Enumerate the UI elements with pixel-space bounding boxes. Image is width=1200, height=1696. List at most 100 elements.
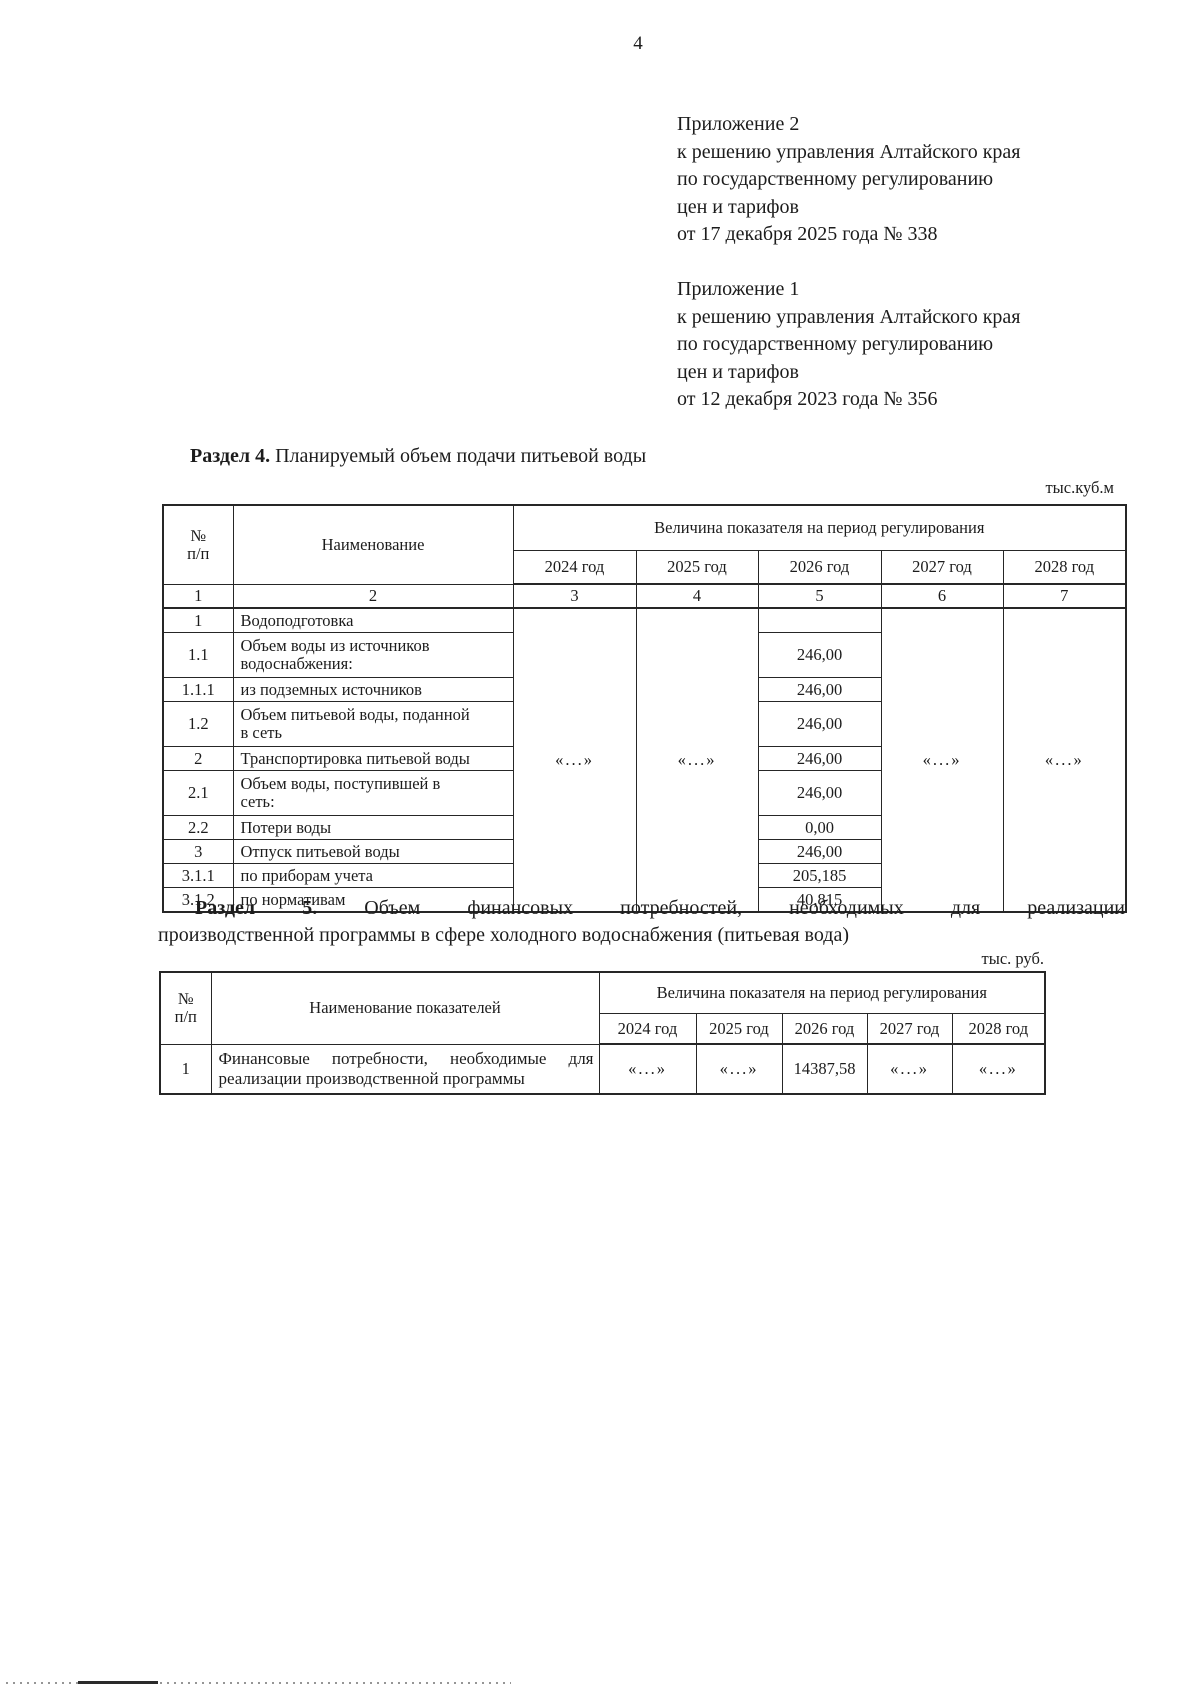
table-row: 2 Транспортировка питьевой воды 246,00 <box>162 746 1126 771</box>
table-row: 1.2 Объем питьевой воды, поданной в сеть… <box>162 701 1126 747</box>
row-name-line: Водоподготовка <box>240 610 354 630</box>
row-name-line: Транспортировка питьевой воды <box>240 748 470 768</box>
row-number-cell: 1 <box>162 607 234 633</box>
value-cell: 246,00 <box>757 677 882 702</box>
row-number-cell: 1.2 <box>162 701 234 747</box>
appendix-line: Приложение 1 <box>677 278 800 300</box>
value-cell: «...» <box>512 607 637 913</box>
value-cell: «...» <box>880 607 1004 913</box>
table-row: 3.1.1 по приборам учета 205,185 <box>162 863 1126 888</box>
row-name-line: Финансовые потребности, необходимые для <box>218 1048 594 1068</box>
row-name-cell: Отпуск питьевой воды <box>232 839 514 864</box>
table-row: 1.1 Объем воды из источников водоснабжен… <box>162 632 1126 678</box>
row-number-cell: 1.1.1 <box>162 677 234 702</box>
appendix-line: от 12 декабря 2023 года № 356 <box>677 388 938 410</box>
appendix-line: цен и тарифов <box>677 360 799 383</box>
section5-heading-line: Раздел 5. Объем финансовых потребностей,… <box>158 895 1125 922</box>
col-header-num: № п/п <box>162 504 234 585</box>
row-name-line: по приборам учета <box>240 865 374 885</box>
column-number: 4 <box>635 583 759 609</box>
year-header: 2024 год <box>598 1013 697 1045</box>
column-number: 3 <box>512 583 637 609</box>
col-header-num: № п/п <box>159 971 212 1045</box>
value-cell: 14387,58 <box>781 1043 868 1095</box>
row-name-line: водоснабжения: <box>240 654 353 673</box>
value-cell: «...» <box>866 1043 953 1095</box>
year-header: 2026 год <box>757 550 882 585</box>
row-name-cell: Потери воды <box>232 815 514 840</box>
row-name-cell: Объем воды, поступившей в сеть: <box>232 770 514 816</box>
row-name-cell: Объем воды из источников водоснабжения: <box>232 632 514 678</box>
section5-table: № п/п Наименование показателей Величина … <box>159 971 1047 1095</box>
column-number: 7 <box>1002 583 1127 609</box>
row-number-cell: 2.2 <box>162 815 234 840</box>
value-cell <box>757 607 882 633</box>
scan-artifact <box>6 1681 511 1684</box>
appendix-line: к решению управления Алтайского края <box>677 140 1021 163</box>
page-number: 4 <box>633 33 643 54</box>
row-name-line: Объем питьевой воды, поданной <box>240 705 470 724</box>
year-header: 2028 год <box>951 1013 1046 1045</box>
appendix-block-1: Приложение 1 к решению управления Алтайс… <box>677 276 1021 414</box>
section5-heading-text: Объем финансовых потребностей, необходим… <box>317 897 1126 919</box>
col-header-name: Наименование показателей <box>210 971 600 1045</box>
column-number: 6 <box>880 583 1004 609</box>
year-header: 2024 год <box>512 550 637 585</box>
section4-heading-text: Планируемый объем подачи питьевой воды <box>270 445 647 467</box>
table-row: 2.1 Объем воды, поступившей в сеть: 246,… <box>162 770 1126 816</box>
row-name-cell: Финансовые потребности, необходимые для … <box>210 1043 600 1095</box>
table-row: 1 Водоподготовка «...» «...» «...» «...» <box>162 607 1127 913</box>
value-cell: «...» <box>635 607 759 913</box>
row-name-cell: Транспортировка питьевой воды <box>232 746 514 771</box>
section5-heading: Раздел 5. Объем финансовых потребностей,… <box>158 895 1125 949</box>
row-number-cell: 2 <box>162 746 234 771</box>
row-name-line: сеть: <box>240 792 275 811</box>
row-name-line: Объем воды, поступившей в <box>240 774 441 793</box>
section5-heading-line: производственной программы в сфере холод… <box>158 924 849 946</box>
value-cell: 246,00 <box>757 701 882 747</box>
appendix-line: по государственному регулированию <box>677 333 994 355</box>
row-name-cell: из подземных источников <box>232 677 514 702</box>
row-number-cell: 3.1.1 <box>162 863 234 888</box>
row-name-line: в сеть <box>240 723 283 742</box>
section4-table: № п/п Наименование Величина показателя н… <box>162 504 1128 913</box>
value-cell: 205,185 <box>757 863 882 888</box>
value-cell: «...» <box>695 1043 783 1095</box>
year-header: 2025 год <box>635 550 759 585</box>
appendix-line: к решению управления Алтайского края <box>677 305 1021 328</box>
value-cell: 0,00 <box>757 815 882 840</box>
col-header-num-line: № <box>177 989 194 1009</box>
row-number-cell: 3.1.2 <box>162 887 234 913</box>
value-cell: 246,00 <box>757 632 882 678</box>
year-header: 2025 год <box>695 1013 783 1045</box>
table-row: 1 Финансовые потребности, необходимые дл… <box>159 1043 1046 1095</box>
year-header: 2028 год <box>1002 550 1127 585</box>
row-name-cell: Водоподготовка <box>232 607 514 633</box>
value-cell: 40,815 <box>757 887 882 913</box>
appendix-line: по государственному регулированию <box>677 168 994 190</box>
row-number-cell: 2.1 <box>162 770 234 816</box>
column-number: 5 <box>757 583 882 609</box>
col-header-num-line: п/п <box>187 543 210 563</box>
row-name-line: Потери воды <box>240 817 332 837</box>
row-number-cell: 1.1 <box>162 632 234 678</box>
value-cell: 246,00 <box>757 746 882 771</box>
col-header-name: Наименование <box>232 504 514 585</box>
appendix-line: цен и тарифов <box>677 195 799 218</box>
row-name-line: Отпуск питьевой воды <box>240 841 400 861</box>
appendix-line: от 17 декабря 2025 года № 338 <box>677 223 938 245</box>
column-number: 1 <box>162 583 234 609</box>
section5-heading-number: Раздел 5. <box>195 897 318 919</box>
col-header-num-line: п/п <box>174 1007 197 1027</box>
row-name-cell: по приборам учета <box>232 863 514 888</box>
section4-heading-number: Раздел 4. <box>190 445 271 467</box>
column-number: 2 <box>232 583 514 609</box>
table-row: 1.1.1 из подземных источников 246,00 <box>162 677 1126 702</box>
value-cell: «...» <box>598 1043 697 1095</box>
col-header-value: Величина показателя на период регулирова… <box>512 504 1127 551</box>
row-number-cell: 1 <box>159 1043 212 1095</box>
year-header: 2026 год <box>781 1013 868 1045</box>
scan-artifact-dark <box>78 1681 158 1684</box>
row-name-line: Объем воды из источников <box>240 636 430 655</box>
